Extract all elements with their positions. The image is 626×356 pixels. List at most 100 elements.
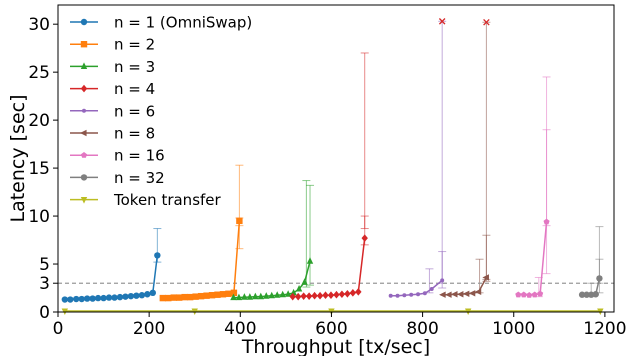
data-point [583,291,590,298]
series-2 [230,257,314,301]
data-point [186,293,194,301]
errorbar-2-1 [306,184,315,286]
legend-label: n = 32 [114,169,165,187]
series-6 [515,218,550,298]
data-point [73,295,80,303]
data-point [203,292,210,299]
legend-marker [80,197,88,204]
legend-marker [80,174,88,181]
y-tick-label: 0 [39,303,50,323]
data-point [230,289,238,297]
data-point [531,291,538,298]
data-point [349,289,357,297]
data-point [456,291,464,298]
data-point [355,288,362,296]
data-point [154,252,161,259]
data-point [416,292,421,297]
data-point [327,291,335,300]
data-point [402,293,407,298]
data-point [468,290,476,297]
legend-marker [80,152,88,158]
legend-marker [80,62,88,69]
data-point [144,291,151,298]
errorbar-6-1 [542,129,551,227]
data-point [208,292,216,299]
data-point [78,295,85,303]
series-line-1 [162,220,241,299]
data-point [450,291,458,298]
y-tick-label: 15 [28,159,50,179]
data-point [122,293,129,300]
legend-item-4: n = 6 [70,102,155,120]
x-marker-stroke [483,19,490,26]
data-point [462,290,470,297]
data-point [322,291,329,300]
data-point [543,218,550,225]
plot-frame [57,4,615,313]
legend-label: n = 4 [114,80,155,98]
legend-label: n = 1 (OmniSwap) [114,14,252,32]
legend-label: n = 3 [114,58,155,76]
legend-marker [80,84,88,93]
data-point [127,292,135,300]
x-tick-label: 0 [53,319,64,339]
x-axis-title: Throughput [tx/sec] [241,336,430,356]
data-point [592,291,599,298]
legend-item-7: n = 32 [70,169,165,187]
data-point [409,292,414,297]
data-point [361,234,368,242]
data-point [94,294,102,302]
legend-item-6: n = 16 [70,147,165,165]
y-tick-label: 3 [39,274,50,294]
data-point [230,293,237,301]
data-point [295,284,303,292]
data-point [89,295,96,302]
data-point [440,278,445,283]
data-point [111,294,118,301]
x-tick-label: 600 [315,319,347,339]
series-4 [388,278,445,298]
data-point [61,296,69,303]
data-point [246,293,254,300]
data-point [176,294,183,301]
errorbar-2-0 [302,180,311,288]
legend-item-5: n = 8 [70,125,155,143]
x-tick-label: 800 [406,319,438,339]
data-point [181,293,188,301]
legend-marker [80,18,88,26]
y-axis-ticks: 0 35 10 15 20 25 30 [28,15,58,323]
data-point [422,291,427,296]
data-point [159,294,167,302]
errorbar-1-0 [235,164,244,250]
y-axis-title: Latency [sec] [7,95,29,223]
legend: n = 1 (OmniSwap) n = 2 n = 3 n = 4 n = 6 n = … [70,14,252,209]
data-point [388,293,393,298]
data-point [429,286,434,291]
legend-label: n = 8 [114,125,155,143]
legend-label: n = 6 [114,102,155,120]
data-point [279,290,286,298]
data-point [149,289,156,297]
errorbar-3-0 [360,52,369,246]
data-point [333,290,340,299]
series-layer [61,18,604,316]
x-marker-1 [483,19,490,26]
data-point [274,291,281,298]
series-1 [159,217,243,302]
data-point [241,293,248,300]
series-7 [578,275,603,298]
errorbar-3-1 [360,215,369,230]
series-3 [289,234,368,301]
legend-marker [80,129,87,137]
data-point [395,293,400,298]
x-axis-ticks: 0 200 400 600 800 1000 1200 [53,312,626,339]
data-point [300,292,307,300]
errorbar-4-0 [438,20,447,289]
legend-label: Token transfer [113,191,222,209]
data-point [578,291,586,298]
data-point [306,257,314,264]
data-point [214,291,221,298]
data-point [219,291,227,298]
data-point [305,292,313,300]
